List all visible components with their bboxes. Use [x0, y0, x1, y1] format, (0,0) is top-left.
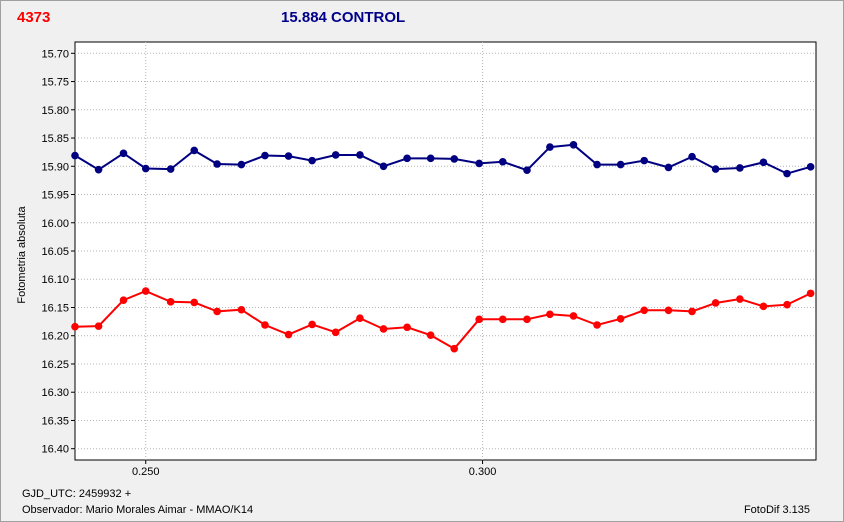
y-tick-label: 16.15 [41, 302, 69, 314]
data-point [759, 158, 768, 167]
data-point [806, 163, 815, 171]
data-point [426, 331, 435, 339]
data-point [569, 312, 578, 320]
y-tick-label: 15.80 [41, 105, 69, 117]
data-point [546, 310, 554, 319]
data-point [213, 307, 221, 316]
data-point [569, 141, 578, 149]
object-id: 4373 [17, 9, 51, 26]
data-point [261, 321, 269, 329]
data-point [736, 164, 744, 172]
data-point [523, 315, 531, 324]
data-point [523, 166, 531, 175]
data-point [379, 325, 388, 333]
data-point [356, 151, 364, 159]
data-point [759, 302, 768, 311]
data-point [640, 156, 649, 165]
data-point [71, 322, 79, 331]
x-axis-ticks: 0.250 0.300 [132, 460, 496, 478]
y-axis-ticks: 15.70 15.75 15.80 15.85 15.90 15.95 16.00 16.05… [41, 48, 75, 456]
data-point [593, 160, 601, 169]
y-tick-label: 15.70 [41, 48, 69, 60]
data-point [688, 307, 696, 316]
y-tick-label: 15.75 [41, 77, 69, 89]
data-point [94, 165, 103, 174]
y-tick-label: 16.30 [41, 387, 69, 399]
data-point [190, 298, 199, 307]
data-point [546, 143, 554, 151]
data-point [190, 146, 199, 155]
data-point [331, 328, 340, 337]
data-point [711, 299, 720, 307]
data-point [736, 295, 744, 303]
data-point [119, 296, 128, 304]
data-point [403, 323, 411, 332]
y-tick-label: 16.20 [41, 331, 69, 343]
series-line [74, 290, 812, 350]
version-label: FotoDif 3.135 [743, 504, 810, 516]
data-point [806, 289, 815, 298]
data-point [331, 151, 340, 159]
data-point [664, 306, 673, 315]
y-tick-label: 16.25 [41, 359, 69, 371]
plot-area [74, 41, 817, 461]
y-tick-label: 16.40 [41, 444, 69, 456]
data-point [119, 149, 128, 158]
data-point [213, 160, 221, 168]
data-point [94, 322, 103, 330]
x-tick-label: 0.300 [469, 466, 497, 478]
data-point [284, 152, 293, 160]
data-series [71, 141, 815, 353]
y-tick-label: 16.35 [41, 415, 69, 427]
data-point [237, 160, 246, 169]
data-point [593, 321, 601, 329]
data-point [475, 315, 483, 324]
data-point [450, 155, 459, 163]
data-point [498, 157, 507, 166]
data-point [284, 330, 293, 339]
y-tick-label: 16.10 [41, 274, 69, 286]
grid-lines [75, 42, 816, 460]
x-tick-label: 0.250 [132, 466, 160, 478]
data-point [475, 159, 483, 168]
data-point [356, 314, 364, 323]
series-1 [71, 141, 815, 178]
y-tick-label: 15.85 [41, 133, 69, 145]
data-point [141, 164, 150, 173]
data-point [783, 169, 791, 178]
data-point [450, 344, 459, 353]
y-tick-label: 16.05 [41, 246, 69, 258]
data-point [616, 314, 625, 323]
chart-title: 15.884 CONTROL [281, 9, 406, 26]
data-point [498, 315, 507, 324]
y-axis-label: Fotometria absoluta [16, 206, 28, 304]
data-point [237, 305, 246, 314]
y-tick-label: 15.95 [41, 190, 69, 202]
data-point [640, 306, 649, 315]
data-point [403, 154, 411, 163]
data-point [688, 152, 696, 161]
data-point [616, 160, 625, 169]
y-tick-label: 16.00 [41, 218, 69, 230]
data-point [71, 151, 79, 160]
data-point [308, 320, 316, 329]
data-point [783, 300, 791, 309]
data-point [426, 154, 435, 163]
series-2 [71, 287, 815, 353]
series-line [74, 143, 811, 175]
data-point [166, 298, 175, 306]
data-point [308, 156, 316, 165]
data-point [141, 287, 150, 295]
y-tick-label: 15.90 [41, 161, 69, 173]
data-point [379, 162, 388, 171]
data-point [711, 165, 720, 173]
data-point [664, 163, 673, 172]
gjd-label: GJD_UTC: 2459932 + [22, 488, 132, 500]
data-point [166, 165, 175, 173]
observer-label: Observador: Mario Morales Aimar - MMAO/K… [22, 504, 254, 516]
data-point [261, 151, 269, 160]
